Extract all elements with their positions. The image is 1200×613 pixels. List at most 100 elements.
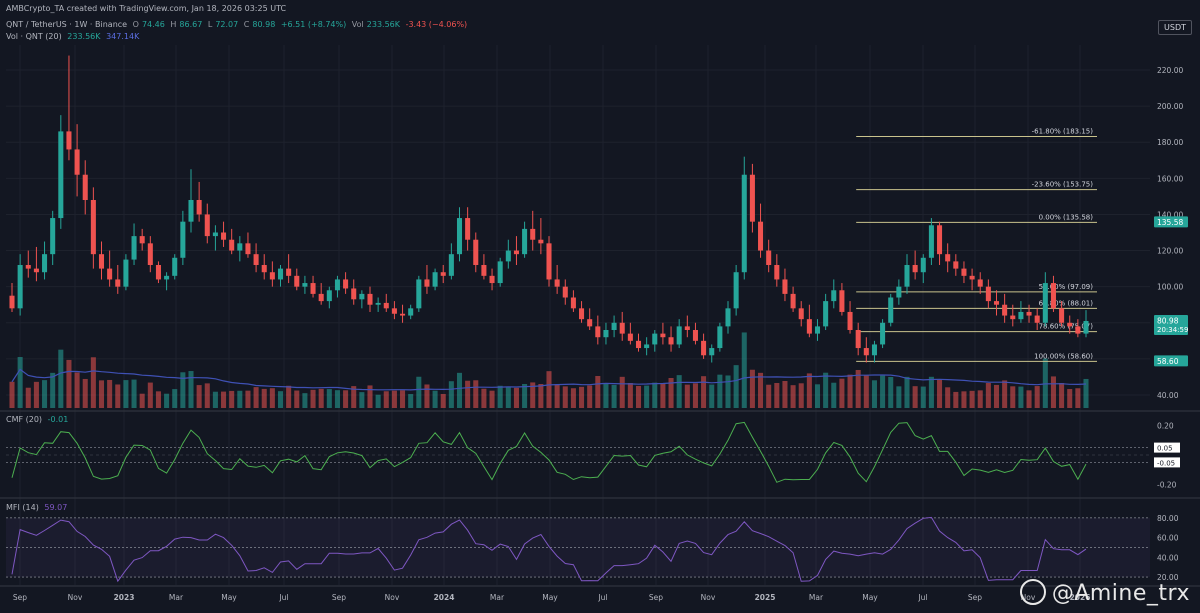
time-tick-label: May [542, 593, 558, 602]
volume-bar [400, 390, 406, 408]
candle-body [579, 308, 585, 320]
mfi-legend[interactable]: MFI (14) 59.07 [6, 503, 70, 512]
candle-body [440, 272, 446, 276]
time-tick-label: Mar [809, 593, 824, 602]
mfi-tick-label: 60.00 [1157, 534, 1179, 543]
volume-bar [90, 357, 96, 408]
volume-bar [9, 381, 15, 408]
candle-body [668, 337, 674, 345]
watermark: @Amine_trx [1019, 579, 1190, 607]
candle-body [912, 265, 918, 273]
candle-body [863, 348, 869, 356]
candle-body [1002, 304, 1008, 316]
volume-bar [424, 384, 430, 408]
cmf-legend[interactable]: CMF (20) -0.01 [6, 415, 71, 424]
mfi-title[interactable]: MFI (14) [6, 503, 39, 512]
volume-bar [782, 381, 788, 408]
volume-series-name[interactable]: Vol · QNT (20) [6, 32, 62, 41]
candle-body [351, 288, 357, 300]
volume-bar [107, 379, 113, 408]
candle-body [725, 308, 731, 327]
open-label: O [132, 20, 139, 29]
cmf-level-label: -0.05 [1157, 459, 1175, 467]
volume-bar [839, 378, 845, 408]
symbol-name[interactable]: QNT / TetherUS · 1W · Binance [6, 20, 128, 29]
candle-body [790, 293, 796, 309]
candle-body [635, 340, 642, 349]
candle-body [522, 228, 528, 255]
volume-bar [432, 390, 438, 408]
fib-retracement[interactable]: -61.80% (183.15) -23.60% (153.75) 0.00% (1… [856, 128, 1097, 362]
candle-body [652, 333, 658, 345]
time-tick-label: Nov [385, 593, 400, 602]
volume-bar [1010, 386, 1016, 408]
candle-body [326, 290, 332, 302]
volume-bar [717, 374, 723, 408]
volume-bar [481, 388, 487, 408]
candle-body [937, 225, 943, 255]
candle-body [627, 333, 633, 341]
candle-body [391, 308, 397, 314]
volume-bar [945, 387, 951, 408]
volume-bar [326, 389, 332, 408]
candle-body [977, 279, 983, 287]
candle-body [774, 265, 780, 280]
volume-bar [1059, 383, 1065, 408]
candle-body [147, 243, 153, 265]
volume-bar [635, 385, 642, 408]
candle-body [806, 319, 812, 334]
currency-badge[interactable]: USDT [1158, 20, 1192, 35]
candle-body [570, 297, 576, 309]
volume-bar [383, 391, 389, 408]
open-value: 74.46 [141, 20, 165, 29]
candle-body [465, 218, 471, 240]
candle-body [58, 131, 64, 219]
volume-bar [505, 387, 511, 408]
volume-bar [221, 391, 227, 408]
volume-bar [416, 376, 422, 408]
candle-body [766, 250, 772, 265]
candle-body [993, 301, 1000, 305]
cmf-level-label: 0.05 [1157, 445, 1173, 453]
low-value: 72.07 [215, 20, 239, 29]
volume-bar [1050, 376, 1056, 408]
volume-bar [58, 349, 64, 408]
volume-bar [823, 372, 829, 408]
volume-legend[interactable]: Vol · QNT (20) 233.56K 347.14K [6, 32, 142, 41]
volume-bar [562, 386, 568, 408]
candle-body [546, 243, 552, 280]
volume-bar [530, 382, 536, 408]
volume-bar [473, 380, 479, 408]
candle-body [448, 254, 454, 276]
volume-bar [595, 376, 601, 408]
candle-body [424, 279, 430, 287]
time-tick-label: Sep [968, 593, 982, 602]
volume-bar [318, 388, 324, 408]
watermark-text: @Amine_trx [1051, 581, 1190, 606]
volume-bars [9, 332, 1089, 408]
symbol-legend[interactable]: QNT / TetherUS · 1W · Binance O 74.46 H 86… [6, 20, 470, 29]
candle-body [660, 333, 666, 338]
cmf-title[interactable]: CMF (20) [6, 415, 43, 424]
volume-bar [155, 391, 161, 408]
volume-bar [937, 379, 943, 408]
volume-bar [212, 391, 218, 408]
volume-change: -3.43 (−4.06%) [405, 20, 468, 29]
volume-bar [969, 390, 975, 408]
volume-bar [855, 369, 861, 408]
candle-body [359, 293, 365, 300]
volume-bar [1034, 386, 1040, 408]
volume-bar [131, 379, 137, 408]
high-label: H [170, 20, 177, 29]
volume-bar [587, 385, 593, 408]
volume-bar [570, 388, 576, 408]
pane-separators[interactable] [0, 410, 1200, 587]
volume-bar [123, 380, 129, 408]
volume-bar [644, 385, 650, 408]
candle-body [831, 290, 837, 302]
volume-bar [147, 382, 153, 408]
volume-bar [334, 390, 340, 408]
candle-body [953, 261, 959, 269]
